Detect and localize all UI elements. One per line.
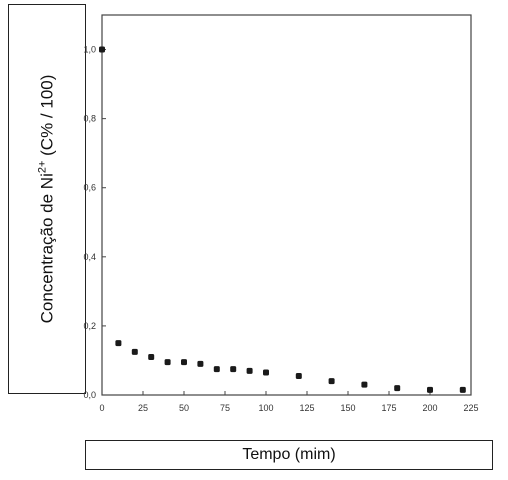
data-point <box>131 348 138 355</box>
y-tick-label: 0,4 <box>83 252 96 262</box>
y-tick-label: 0,0 <box>83 390 96 400</box>
x-tick-label: 175 <box>381 403 396 413</box>
x-tick-label: 225 <box>463 403 478 413</box>
data-point <box>148 354 155 360</box>
data-point <box>328 378 335 385</box>
x-axis-label-box: Tempo (mim) <box>85 440 493 470</box>
x-tick-label: 100 <box>258 403 273 413</box>
x-axis-label: Tempo (mim) <box>242 446 336 463</box>
data-point <box>427 386 433 393</box>
x-tick-label: 50 <box>179 403 189 413</box>
data-point <box>164 359 171 366</box>
x-tick-label: 200 <box>422 403 437 413</box>
data-point <box>459 386 466 393</box>
data-point <box>361 381 368 388</box>
x-tick-label: 125 <box>299 403 314 413</box>
x-tick-label: 25 <box>138 403 148 413</box>
y-tick-label: 0,8 <box>83 114 96 124</box>
y-tick-label: 1,0 <box>83 45 96 55</box>
data-point <box>213 366 220 373</box>
data-point <box>246 367 253 374</box>
y-tick-label: 0,2 <box>83 321 96 331</box>
x-tick-label: 75 <box>220 403 230 413</box>
data-point <box>263 369 269 376</box>
data-point <box>295 373 302 379</box>
y-axis-label-box: Concentração de Ni2+ (C% / 100) <box>8 4 86 394</box>
data-point <box>99 46 105 53</box>
data-point <box>197 360 204 367</box>
x-tick-label: 150 <box>340 403 355 413</box>
x-tick-label: 0 <box>99 403 104 413</box>
data-point <box>115 340 122 347</box>
data-point <box>181 359 187 366</box>
data-point <box>230 366 237 373</box>
y-tick-label: 0,6 <box>83 183 96 193</box>
plot-frame <box>101 14 472 396</box>
data-point <box>394 385 401 392</box>
